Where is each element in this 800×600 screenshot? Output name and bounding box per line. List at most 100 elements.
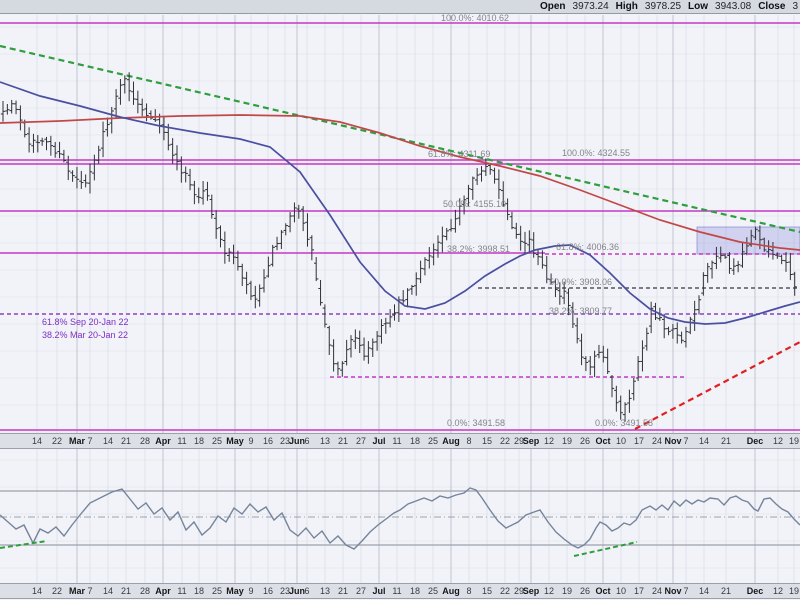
axis-week-label: 7: [683, 436, 689, 446]
axis-month-label: Aug: [442, 586, 460, 596]
axis-week-label: 12: [543, 436, 555, 446]
axis-month-label: Nov: [664, 586, 682, 596]
axis-week-label: 19: [788, 586, 800, 596]
axis-week-label: 22: [499, 586, 511, 596]
axis-month-label: May: [226, 436, 244, 446]
axis-week-label: 14: [31, 436, 43, 446]
axis-week-label: 18: [409, 436, 421, 446]
axis-week-label: 19: [788, 436, 800, 446]
indicator-pane[interactable]: [0, 448, 800, 584]
axis-week-label: 19: [561, 436, 573, 446]
axis-month-label: Nov: [664, 436, 682, 446]
axis-week-label: 28: [139, 586, 151, 596]
axis-week-label: 19: [561, 586, 573, 596]
axis-week-label: 10: [615, 436, 627, 446]
axis-week-label: 22: [51, 436, 63, 446]
axis-week-label: 13: [319, 436, 331, 446]
axis-month-label: Oct: [595, 586, 611, 596]
indicator-canvas[interactable]: [0, 449, 800, 584]
axis-week-label: 29: [513, 436, 525, 446]
axis-week-label: 12: [543, 586, 555, 596]
axis-week-label: 26: [579, 436, 591, 446]
open-label: Open: [539, 1, 566, 12]
axis-week-label: 14: [102, 436, 114, 446]
axis-week-label: 15: [481, 436, 493, 446]
close-value: 3: [792, 1, 798, 12]
axis-week-label: 14: [102, 586, 114, 596]
axis-week-label: 10: [615, 586, 627, 596]
axis-week-label: 24: [651, 586, 663, 596]
axis-week-label: 29: [513, 586, 525, 596]
axis-month-label: Sep: [522, 586, 540, 596]
axis-week-label: 14: [31, 586, 43, 596]
axis-week-label: 7: [87, 586, 93, 596]
axis-month-label: Dec: [746, 586, 764, 596]
axis-month-label: Sep: [522, 436, 540, 446]
axis-month-label: Jul: [372, 436, 386, 446]
axis-week-label: 22: [51, 586, 63, 596]
axis-week-label: 25: [427, 586, 439, 596]
axis-week-label: 25: [211, 586, 223, 596]
axis-week-label: 15: [481, 586, 493, 596]
axis-week-label: 27: [355, 436, 367, 446]
axis-week-label: 21: [120, 436, 132, 446]
axis-week-label: 9: [248, 436, 254, 446]
axis-month-label: Dec: [746, 436, 764, 446]
axis-month-label: Mar: [68, 436, 86, 446]
axis-week-label: 11: [392, 586, 402, 596]
close-label: Close: [758, 1, 786, 12]
axis-week-label: 7: [683, 586, 689, 596]
axis-week-label: 11: [177, 586, 187, 596]
axis-week-label: 14: [698, 436, 710, 446]
axis-week-label: 23: [279, 436, 291, 446]
axis-week-label: 23: [279, 586, 291, 596]
axis-week-label: 21: [337, 436, 349, 446]
axis-month-label: Apr: [155, 586, 171, 596]
high-value: 3978.25: [644, 1, 682, 12]
axis-week-label: 16: [262, 436, 274, 446]
axis-month-label: Apr: [155, 436, 171, 446]
axis-week-label: 24: [651, 436, 663, 446]
axis-week-label: 18: [409, 586, 421, 596]
axis-week-label: 21: [720, 436, 732, 446]
axis-week-label: 13: [319, 586, 331, 596]
axis-week-label: 6: [304, 586, 310, 596]
axis-week-label: 12: [772, 586, 784, 596]
axis-week-label: 14: [698, 586, 710, 596]
axis-week-label: 18: [193, 586, 205, 596]
axis-month-label: Jun: [288, 436, 306, 446]
axis-week-label: 25: [211, 436, 223, 446]
axis-week-label: 11: [177, 436, 187, 446]
axis-week-label: 16: [262, 586, 274, 596]
low-value: 3943.08: [715, 1, 752, 12]
axis-week-label: 21: [120, 586, 132, 596]
axis-month-label: Mar: [68, 586, 86, 596]
ohlc-info-bar: Open 3973.24 High 3978.25 Low 3943.08 Cl…: [0, 0, 800, 14]
axis-week-label: 8: [466, 436, 472, 446]
axis-week-label: 12: [772, 436, 784, 446]
price-chart-pane[interactable]: [0, 15, 800, 433]
high-label: High: [615, 1, 638, 12]
axis-month-label: Jun: [288, 586, 306, 596]
axis-week-label: 7: [87, 436, 93, 446]
date-axis-indicator: 14 22 Mar 7 14 21 28 Apr 11 18 25 May 9 16 23 Jun 6 13 21 2…: [0, 583, 800, 599]
axis-week-label: 8: [466, 586, 472, 596]
axis-week-label: 25: [427, 436, 439, 446]
open-value: 3973.24: [572, 1, 609, 12]
axis-week-label: 17: [633, 436, 645, 446]
date-axis-main: 14 22 Mar 7 14 21 28 Apr 11 18 25 May 9 16 23 Jun 6 13 21 2…: [0, 433, 800, 449]
axis-week-label: 6: [304, 436, 310, 446]
price-chart-canvas[interactable]: [0, 15, 800, 433]
axis-week-label: 27: [355, 586, 367, 596]
axis-week-label: 21: [720, 586, 732, 596]
axis-month-label: Oct: [595, 436, 611, 446]
axis-month-label: May: [226, 586, 244, 596]
axis-week-label: 26: [579, 586, 591, 596]
axis-week-label: 17: [633, 586, 645, 596]
axis-week-label: 21: [337, 586, 349, 596]
axis-week-label: 11: [392, 436, 402, 446]
low-label: Low: [688, 1, 709, 12]
axis-month-label: Jul: [372, 586, 386, 596]
axis-week-label: 28: [139, 436, 151, 446]
